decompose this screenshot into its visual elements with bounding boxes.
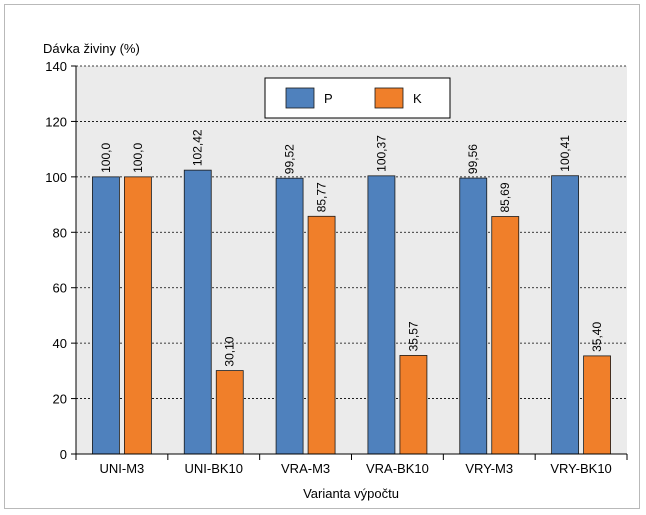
data-label-P-VRY-BK10: 100,41: [558, 135, 572, 172]
x-tick-label: VRY-M3: [465, 461, 513, 476]
x-tick-label: VRY-BK10: [550, 461, 611, 476]
data-label-P-VRA-M3: 99,52: [283, 144, 297, 174]
bar-K-UNI-BK10: [215, 370, 244, 455]
data-label-P-UNI-M3: 100,0: [99, 143, 113, 173]
bar-K-UNI-M3: [124, 176, 152, 455]
bar-K-VRY-BK10: [583, 355, 611, 455]
y-tick-label: 40: [53, 336, 67, 351]
bar-P-UNI-M3: [92, 176, 120, 455]
data-label-K-UNI-M3: 100,0: [131, 143, 145, 173]
x-axis-label: Varianta výpočtu: [303, 486, 399, 501]
legend-swatch-P: [285, 87, 315, 109]
y-tick-label: 100: [45, 170, 67, 185]
bar-chart: Dávka živiny (%) 100,0 100,0 102,42 30,10 99…: [43, 41, 628, 501]
data-label-K-VRY-BK10: 35,40: [590, 322, 604, 352]
data-labels: 100,0 100,0 102,42 30,10 99,52 85,77 100,37 35,…: [99, 129, 604, 366]
legend-swatch-K: [374, 87, 404, 109]
data-label-P-UNI-BK10: 102,42: [191, 129, 205, 166]
bar-K-VRY-M3: [491, 216, 520, 455]
legend-label-K: K: [413, 91, 422, 106]
bar-P-VRY-BK10: [551, 175, 579, 455]
y-tick-label: 0: [60, 447, 67, 462]
bar-K-VRA-BK10: [399, 355, 428, 455]
x-tick-labels: UNI-M3 UNI-BK10 VRA-M3 VRA-BK10 VRY-M3 VRY-BK…: [100, 461, 612, 476]
data-label-K-UNI-BK10: 30,10: [223, 336, 237, 366]
bar-P-VRA-M3: [275, 177, 304, 455]
bars: [92, 169, 611, 455]
bar-P-UNI-BK10: [183, 169, 212, 455]
x-tick-label: UNI-M3: [100, 461, 145, 476]
bar-K-VRA-M3: [307, 215, 336, 455]
bar-P-VRY-M3: [459, 177, 488, 455]
plot-area: [76, 66, 627, 454]
x-tick-label: VRA-M3: [281, 461, 330, 476]
y-tick-labels: 0 20 40 60 80 100 120 140: [45, 59, 67, 462]
x-tick-label: UNI-BK10: [184, 461, 243, 476]
bar-P-VRA-BK10: [367, 175, 396, 455]
y-axis-label: Dávka živiny (%): [43, 41, 140, 56]
axes: [71, 65, 628, 460]
data-label-P-VRA-BK10: 100,37: [374, 135, 388, 172]
y-tick-label: 120: [45, 114, 67, 129]
y-tick-label: 80: [53, 225, 67, 240]
legend-label-P: P: [324, 91, 333, 106]
data-label-K-VRY-M3: 85,69: [498, 182, 512, 212]
data-label-P-VRY-M3: 99,56: [466, 144, 480, 174]
y-tick-label: 20: [53, 392, 67, 407]
data-label-K-VRA-BK10: 35,57: [406, 321, 420, 351]
chart-frame: Dávka živiny (%) 100,0 100,0 102,42 30,10 99…: [4, 4, 640, 509]
x-tick-label: VRA-BK10: [366, 461, 429, 476]
data-label-K-VRA-M3: 85,77: [315, 182, 329, 212]
y-tick-label: 140: [45, 59, 67, 74]
y-tick-label: 60: [53, 281, 67, 296]
